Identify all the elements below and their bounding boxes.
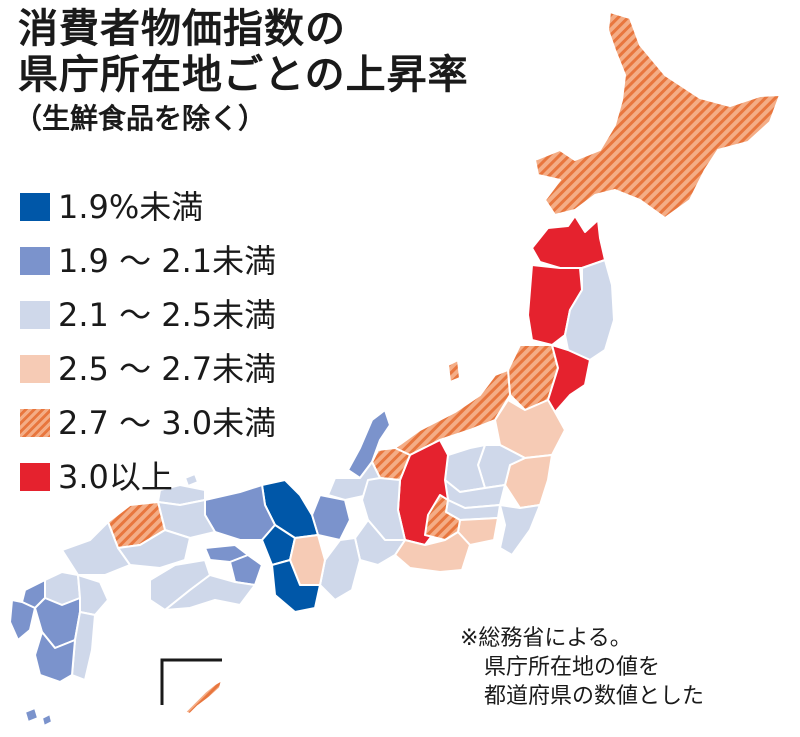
pref-fukushima — [494, 399, 566, 459]
islands-south — [24, 707, 53, 727]
pref-tokushima — [229, 554, 263, 586]
legend-label: 3.0以上 — [58, 458, 173, 496]
legend-swatch-striped — [20, 409, 50, 437]
legend-label: 1.9%未満 — [58, 188, 204, 226]
pref-chiba — [499, 504, 541, 556]
pref-aomori — [531, 215, 606, 269]
legend-label: 2.5 ～ 2.7未満 — [58, 350, 277, 388]
pref-shizuoka — [394, 531, 471, 573]
legend-item-ge-3-0: 3.0以上 — [20, 450, 276, 504]
legend-item-2-5-2-7: 2.5 ～ 2.7未満 — [20, 342, 276, 396]
source-note: ※総務省による。 県庁所在地の値を 都道府県の数値とした — [460, 624, 704, 711]
pref-kochi — [164, 574, 256, 611]
pref-yamaguchi — [61, 521, 131, 576]
island-sado — [447, 359, 461, 383]
island-oki — [184, 473, 199, 487]
legend-item-lt-1-9: 1.9%未満 — [20, 180, 276, 234]
note-line-2: 県庁所在地の値を — [484, 655, 661, 680]
legend-swatch — [20, 463, 50, 491]
legend-label: 2.1 ～ 2.5未満 — [58, 296, 277, 334]
legend-swatch — [20, 193, 50, 221]
note-line-3: 都道府県の数値とした — [484, 684, 705, 709]
pref-okinawa — [184, 679, 223, 715]
title-line-1: 消費者物価指数の — [18, 6, 346, 52]
pref-nagasaki — [9, 599, 36, 641]
pref-niigata — [394, 369, 511, 456]
legend-item-1-9-2-1: 1.9 ～ 2.1未満 — [20, 234, 276, 288]
pref-miyagi — [547, 344, 591, 413]
legend-swatch — [20, 301, 50, 329]
legend-label: 1.9 ～ 2.1未満 — [58, 242, 277, 280]
legend-swatch — [20, 355, 50, 383]
legend-item-2-1-2-5: 2.1 ～ 2.5未満 — [20, 288, 276, 342]
title-line-2: 県庁所在地ごとの上昇率 — [18, 52, 469, 98]
pref-hiroshima — [117, 529, 191, 569]
legend-item-2-7-3-0: 2.7 ～ 3.0未満 — [20, 396, 276, 450]
map-subtitle: （生鮮食品を除く） — [14, 102, 267, 135]
note-line-1: ※総務省による。 — [460, 626, 632, 651]
legend-swatch — [20, 247, 50, 275]
region-hokkaido — [534, 11, 781, 219]
pref-kagoshima — [34, 631, 76, 683]
okinawa-inset-frame — [160, 658, 222, 705]
legend: 1.9%未満 1.9 ～ 2.1未満 2.1 ～ 2.5未満 2.5 ～ 2.7… — [20, 180, 276, 504]
pref-mie — [319, 537, 361, 601]
pref-oita — [77, 574, 109, 616]
map-title: 消費者物価指数の 県庁所在地ごとの上昇率 — [18, 6, 469, 98]
pref-wakayama — [271, 559, 321, 613]
legend-label: 2.7 ～ 3.0未満 — [58, 404, 277, 442]
